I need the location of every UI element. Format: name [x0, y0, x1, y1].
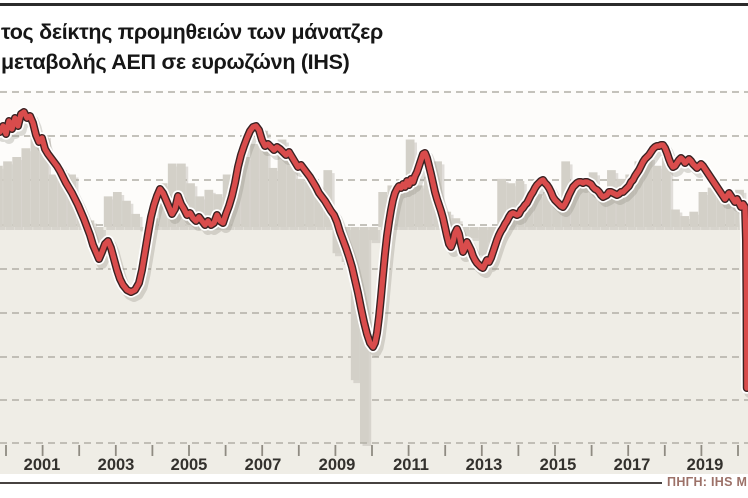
- year-label: 2019: [687, 456, 724, 474]
- gdp-bar: [122, 200, 131, 227]
- gdp-bar: [634, 161, 644, 227]
- pmi-line: [0, 109, 748, 391]
- year-label: 2017: [614, 456, 651, 474]
- gdp-bar: [295, 178, 305, 227]
- source-rule: [0, 482, 662, 484]
- gdp-bar: [616, 178, 625, 227]
- gdp-bar: [112, 192, 122, 227]
- gdp-bar: [506, 183, 516, 227]
- gdp-bar: [543, 192, 552, 227]
- year-labels: 2001 2003 2005 2007 2009 2011 2013 2015 2017 2019: [24, 456, 724, 474]
- gdp-bar: [314, 192, 323, 227]
- gdp-bar: [680, 216, 689, 227]
- gdp-bar: [369, 227, 378, 241]
- year-label: 2007: [245, 456, 282, 474]
- year-label: 2005: [171, 456, 208, 474]
- gdp-bar: [0, 165, 3, 227]
- year-label: 2013: [466, 456, 503, 474]
- x-axis-ticks: [5, 445, 739, 456]
- gdp-bar: [588, 172, 598, 227]
- gdp-bar: [268, 167, 278, 227]
- gdp-bar: [3, 161, 12, 227]
- gdp-bar: [30, 135, 40, 227]
- gdp-bar: [250, 143, 259, 227]
- source-label: ΠΗΓΗ: IHS M: [667, 475, 748, 489]
- gdp-bar: [131, 213, 140, 227]
- gdp-bar: [643, 157, 653, 227]
- gdp-bar: [414, 185, 424, 227]
- gdp-bar: [305, 174, 314, 227]
- gdp-bar: [570, 181, 580, 227]
- year-label: 2003: [98, 456, 135, 474]
- gdp-bar: [378, 192, 388, 227]
- year-label: 2011: [393, 456, 429, 474]
- gdp-bar: [451, 218, 461, 227]
- gdp-bar: [478, 227, 488, 256]
- gdp-bar: [186, 183, 195, 227]
- gdp-bar: [204, 189, 214, 227]
- gdp-bar: [39, 135, 49, 227]
- gdp-bar: [48, 174, 58, 227]
- gdp-bar: [396, 185, 406, 227]
- gdp-bar: [12, 157, 22, 227]
- year-label: 2001: [24, 456, 61, 474]
- year-label: 2009: [319, 456, 356, 474]
- gdp-bar: [167, 163, 177, 227]
- gdp-bar: [652, 165, 662, 227]
- gdp-bar: [277, 139, 287, 227]
- gdp-bar: [21, 148, 31, 227]
- year-label: 2015: [540, 456, 577, 474]
- gdp-bar: [524, 200, 534, 227]
- gdp-bar: [241, 157, 250, 227]
- gdp-bar: [726, 198, 735, 227]
- gdp-bar: [698, 192, 708, 227]
- top-border-rule: [0, 3, 748, 6]
- chart-title: τος δείκτης προμηθειών των μάνατζερ μετα…: [1, 17, 383, 77]
- gdp-bar: [533, 194, 543, 227]
- gdp-bar: [579, 178, 589, 227]
- gdp-bar: [94, 227, 104, 241]
- gdp-bar: [661, 157, 671, 227]
- gdp-bar: [716, 192, 726, 227]
- chart-title-line2: μεταβολής ΑΕΠ σε ευρωζώνη (IHS): [1, 50, 350, 74]
- gdp-bar: [597, 192, 607, 227]
- gdp-bar: [552, 205, 561, 227]
- gdp-bar: [103, 196, 113, 227]
- gdp-bar: [488, 227, 497, 243]
- gdp-bar: [286, 157, 296, 227]
- gdp-bar: [689, 211, 699, 227]
- gdp-bar: [424, 176, 433, 227]
- gdp-bar: [58, 170, 67, 227]
- gdp-bar: [469, 227, 479, 238]
- gdp-bar: [625, 174, 635, 227]
- chart-title-line1: τος δείκτης προμηθειών των μάνατζερ: [1, 20, 383, 44]
- gdp-bar: [259, 130, 269, 227]
- gdp-bar: [707, 187, 717, 227]
- gdp-bar: [497, 178, 506, 227]
- gdp-bar: [671, 209, 680, 227]
